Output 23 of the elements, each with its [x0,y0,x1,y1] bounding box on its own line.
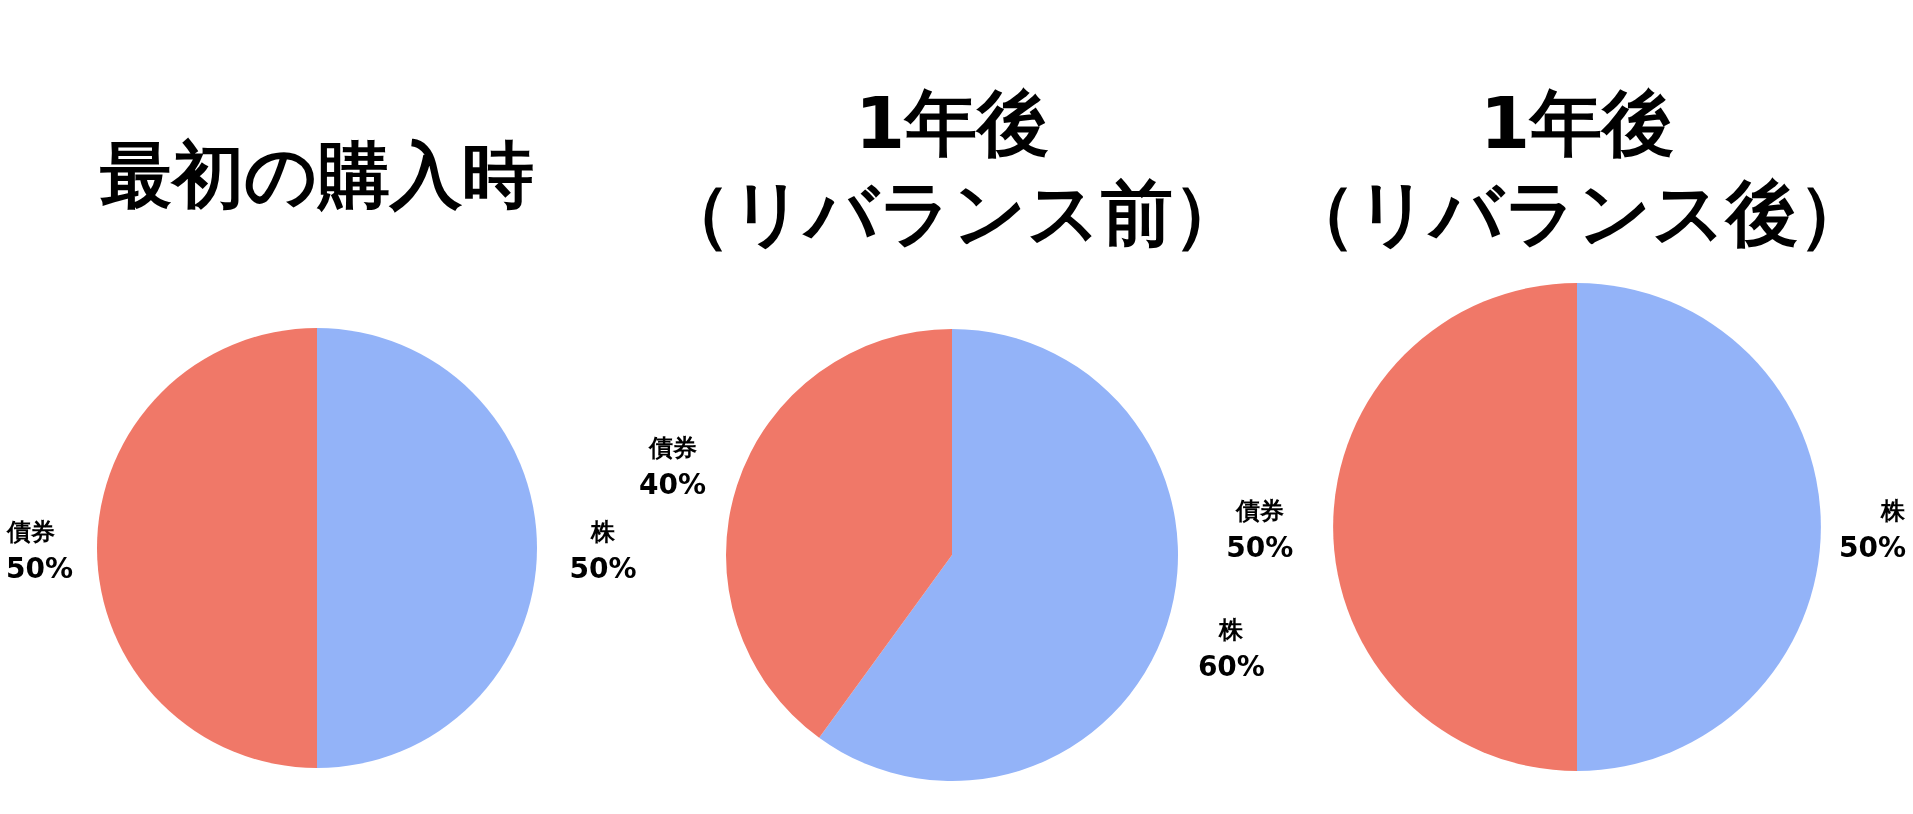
data-label: 50% [569,552,637,585]
pie-slice [317,328,537,768]
pie-slice [1333,283,1577,771]
slice-label: 債券 [647,434,697,463]
chart-title: 1年後 [1479,81,1675,165]
slice-label: 債券 [6,518,55,546]
pie-slice [1577,283,1821,771]
slice-label: 債券 [1234,497,1284,525]
slice-label: 株 [590,518,616,546]
slice-label: 株 [1880,497,1906,525]
chart-title: 1年後 [854,81,1050,165]
data-label: 60% [1197,649,1265,683]
data-label: 50% [1226,531,1294,564]
slice-label: 株 [1218,615,1245,644]
data-label: 40% [639,468,707,502]
pie-slice [819,329,1178,781]
chart-title: 最初の購入時 [100,133,534,217]
data-label: 50% [6,552,74,585]
pie-slice [726,329,952,738]
pie-slice [97,328,317,768]
data-label: 50% [1838,531,1906,564]
chart-subtitle: （リバランス後） [1284,171,1870,255]
chart-subtitle: （リバランス前） [659,171,1245,255]
